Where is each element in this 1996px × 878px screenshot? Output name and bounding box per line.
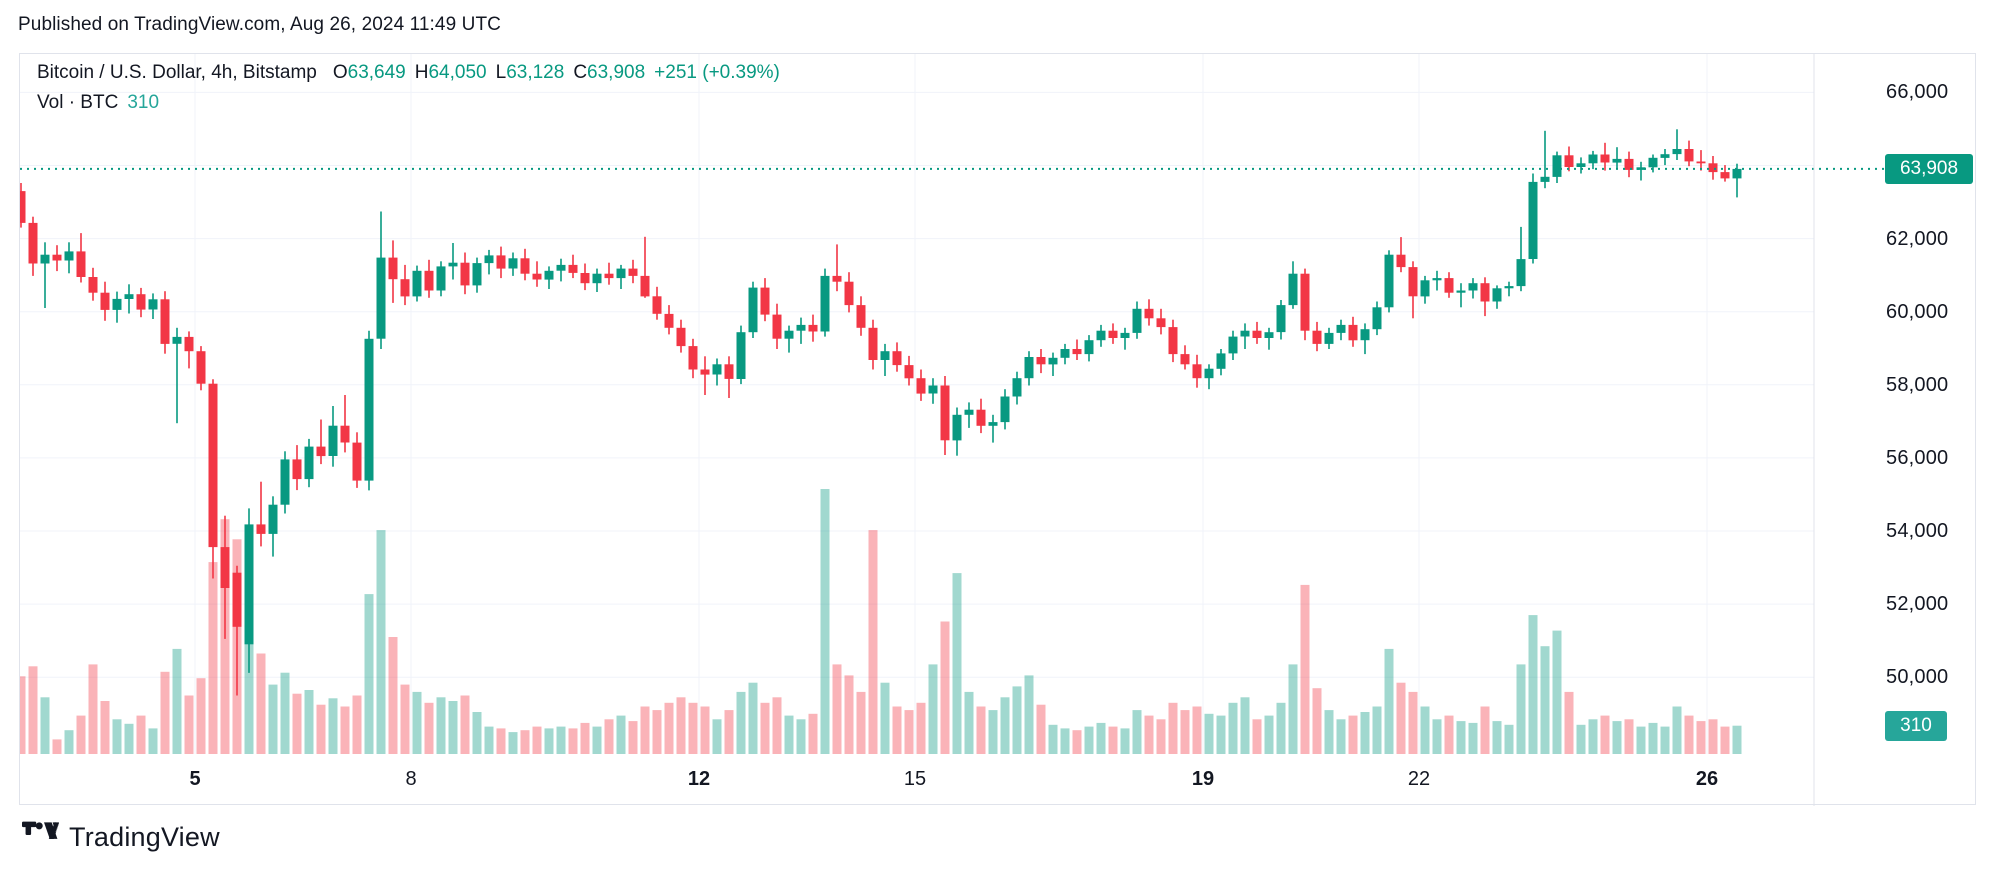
- price-axis-label: 56,000: [1886, 446, 1949, 469]
- tradingview-wordmark: TradingView: [69, 821, 220, 852]
- last-volume-badge: 310: [1885, 710, 1947, 741]
- candlestick-chart[interactable]: [20, 54, 1977, 806]
- symbol-title[interactable]: Bitcoin / U.S. Dollar, 4h, Bitstamp: [37, 62, 317, 83]
- time-axis-label: 19: [1191, 768, 1215, 790]
- legend-volume-row: Vol · BTC 310: [37, 88, 780, 118]
- price-axis-label: 66,000: [1886, 81, 1949, 104]
- ohlc-low: L63,128: [495, 62, 565, 83]
- volume-value: 310: [127, 92, 160, 113]
- published-header: Published on TradingView.com, Aug 26, 20…: [18, 14, 501, 35]
- price-axis[interactable]: 66,000 62,000 60,000 58,000 56,000 54,000 52,0…: [1814, 54, 1977, 806]
- price-axis-label: 50,000: [1886, 666, 1949, 689]
- price-axis-label: 54,000: [1886, 520, 1949, 543]
- price-axis-label: 58,000: [1886, 373, 1949, 396]
- tradingview-logo[interactable]: TradingView: [22, 820, 220, 854]
- time-axis-label: 26: [1695, 768, 1719, 790]
- price-axis-label: 52,000: [1886, 593, 1949, 616]
- ohlc-open: O63,649: [332, 62, 406, 83]
- time-axis-label: 5: [189, 768, 201, 790]
- chart-legend: Bitcoin / U.S. Dollar, 4h, Bitstamp O63,…: [37, 58, 780, 118]
- price-change: +251 (+0.39%): [654, 62, 780, 83]
- volume-label[interactable]: Vol · BTC: [37, 92, 119, 113]
- time-axis-label: 12: [687, 768, 711, 790]
- legend-symbol-row: Bitcoin / U.S. Dollar, 4h, Bitstamp O63,…: [37, 58, 780, 88]
- price-axis-label: 62,000: [1886, 227, 1949, 250]
- time-axis-label: 15: [903, 768, 927, 790]
- ohlc-high: H64,050: [414, 62, 487, 83]
- price-axis-label: 60,000: [1886, 300, 1949, 323]
- last-price-badge: 63,908: [1885, 153, 1973, 184]
- time-axis[interactable]: 5 8 12 15 19 22 26: [20, 754, 1814, 805]
- time-axis-label: 8: [405, 768, 417, 790]
- ohlc-close: C63,908: [573, 62, 646, 83]
- time-axis-label: 22: [1407, 768, 1431, 790]
- chart-card: Bitcoin / U.S. Dollar, 4h, Bitstamp O63,…: [19, 53, 1977, 806]
- tradingview-mark-icon: [22, 821, 59, 839]
